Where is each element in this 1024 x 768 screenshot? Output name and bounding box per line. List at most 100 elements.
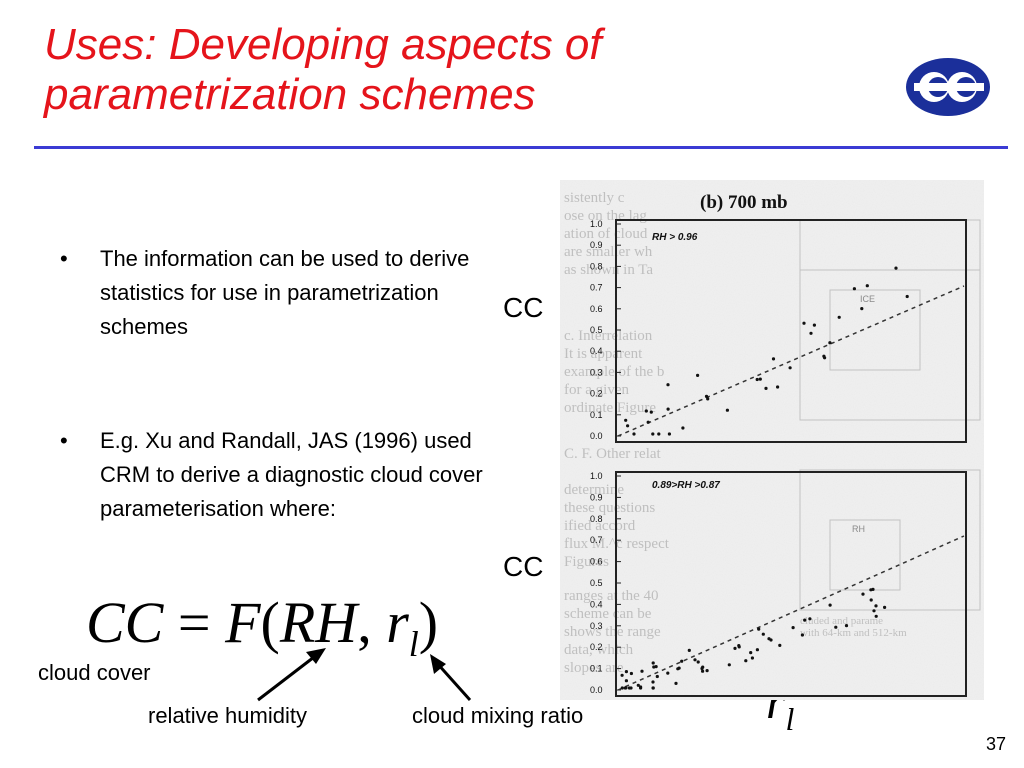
scatter-point [803, 618, 807, 622]
scatter-point [666, 383, 670, 387]
scatter-point [704, 394, 709, 398]
scatter-point [809, 331, 813, 335]
scatter-point [639, 686, 643, 690]
svg-text:determine: determine [564, 482, 624, 498]
equation-arg-r-subscript: l [408, 624, 419, 664]
scatter-point [725, 408, 729, 412]
svg-text:are smaller wh: are smaller wh [564, 244, 653, 260]
y-tick-label: 0.7 [590, 535, 603, 545]
svg-text:ordinate Figure: ordinate Figure [564, 400, 656, 416]
scatter-point [802, 321, 806, 325]
equation-arg-rh: RH [279, 590, 358, 655]
title-divider [34, 146, 1008, 149]
scatter-point [837, 315, 841, 319]
scatter-point [629, 671, 633, 676]
svg-text:c. Interrelation: c. Interrelation [564, 328, 653, 344]
y-tick-label: 0.9 [590, 240, 603, 250]
scatter-point [800, 633, 804, 637]
y-tick-label: 0.0 [590, 685, 603, 695]
scatter-point [874, 614, 878, 618]
scatter-point [808, 617, 812, 621]
annotation-relative-humidity: relative humidity [148, 703, 307, 728]
page-number: 37 [985, 734, 1006, 754]
scatter-point [666, 407, 670, 411]
cloud-cover-equation: CC = F(RH, rl) [86, 590, 438, 677]
y-tick-label: 0.8 [590, 261, 603, 271]
panel-top-condition: RH > 0.96 [652, 232, 698, 243]
scatter-point [755, 648, 759, 652]
scatter-point [733, 646, 737, 650]
scatter-point [761, 632, 765, 636]
y-tick-label: 0.7 [590, 283, 603, 293]
annotation-cloud-mixing-ratio: cloud mixing ratio [412, 703, 584, 728]
svg-text:ation of cloud: ation of cloud [564, 226, 648, 242]
svg-text:scheme can be: scheme can be [564, 606, 652, 622]
scatter-point [644, 409, 648, 413]
scatter-point [894, 266, 898, 270]
arrow-cloud-mixing-ratio [434, 660, 472, 702]
y-tick-label: 0.1 [590, 410, 603, 420]
svg-text:with 64-km and 512-km: with 64-km and 512-km [800, 627, 907, 639]
scatter-point [834, 625, 838, 629]
scatter-point [757, 627, 761, 631]
scatter-point [652, 665, 656, 669]
y-tick-label: 1.0 [590, 471, 603, 481]
scatter-point [764, 386, 768, 390]
scatter-point [632, 432, 636, 436]
y-tick-label: 0.6 [590, 304, 603, 314]
scatter-point [651, 661, 655, 665]
scatter-point [646, 420, 650, 424]
scatter-point [696, 373, 700, 377]
scatter-point [812, 323, 816, 327]
scatter-point [626, 424, 630, 428]
scatter-point [749, 651, 753, 655]
scatter-point [651, 680, 655, 684]
scatter-point [640, 669, 644, 673]
background-text-block: sistently c ose on the lag ation of clou… [564, 190, 907, 676]
svg-text:Figures: Figures [564, 554, 609, 570]
svg-text:ose on the lag: ose on the lag [564, 208, 647, 224]
bottom-scatter-panel: 0.89>RH >0.87 1.0 0.9 0.8 0.7 0.6 0.5 0.4 0.3 0.… [590, 471, 967, 697]
background-legend-label: ICE [860, 294, 875, 304]
scatter-point [693, 658, 697, 662]
y-tick-label: 0.4 [590, 599, 603, 609]
y-tick-label: 0.0 [590, 431, 603, 441]
y-tick-label: 0.3 [590, 367, 603, 377]
svg-text:example of the b: example of the b [564, 364, 664, 380]
scatter-point [674, 681, 678, 685]
scatter-point [705, 669, 709, 673]
scatter-point [680, 659, 684, 663]
scatter-point [828, 603, 832, 607]
y-tick-label: 0.8 [590, 514, 603, 524]
scatter-point [667, 432, 671, 436]
scatter-point [869, 598, 873, 602]
scatter-point [776, 385, 780, 389]
svg-text:sistently c: sistently c [564, 190, 625, 206]
equation-open-paren: ( [260, 590, 280, 655]
scatter-point [651, 686, 655, 690]
scatter-point [655, 674, 659, 679]
scatter-point [701, 665, 705, 669]
scatter-point [727, 663, 731, 667]
ecmwf-logo-icon [906, 58, 990, 116]
scatter-point [872, 609, 876, 613]
scatter-point [624, 418, 628, 422]
scatter-point [767, 637, 771, 641]
scatter-point [861, 592, 865, 596]
scatter-point [651, 432, 655, 436]
scatter-point [636, 683, 640, 687]
y-tick-label: 0.3 [590, 621, 603, 631]
scatter-point [828, 341, 832, 345]
scatter-point [823, 356, 827, 360]
background-legend-label: RH [852, 524, 865, 534]
scatter-point [860, 307, 864, 311]
svg-text:ranges at the 40: ranges at the 40 [564, 588, 659, 604]
scatter-point [624, 679, 628, 683]
scatter-point [687, 648, 691, 652]
y-tick-label: 0.2 [590, 389, 603, 399]
scatter-point [771, 357, 776, 361]
svg-text:as shown in Ta: as shown in Ta [564, 262, 653, 278]
svg-text:It is apparent: It is apparent [564, 346, 643, 362]
svg-text:ified accord: ified accord [564, 518, 636, 534]
equation-close-paren: ) [418, 590, 439, 655]
